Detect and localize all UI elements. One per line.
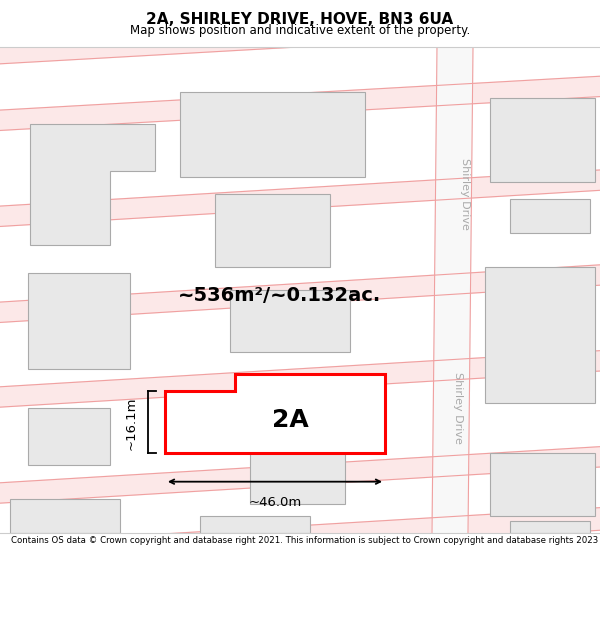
Polygon shape [0,351,600,407]
Polygon shape [490,98,595,182]
Polygon shape [0,265,600,322]
Text: ~536m²/~0.132ac.: ~536m²/~0.132ac. [178,286,382,305]
Polygon shape [30,124,155,244]
Polygon shape [0,76,600,131]
Polygon shape [0,170,600,226]
Polygon shape [230,290,350,352]
Text: 2A, SHIRLEY DRIVE, HOVE, BN3 6UA: 2A, SHIRLEY DRIVE, HOVE, BN3 6UA [146,12,454,27]
Polygon shape [0,508,600,566]
Polygon shape [215,194,330,267]
Polygon shape [432,47,473,532]
Polygon shape [28,272,130,369]
Polygon shape [0,8,600,64]
Text: Contains OS data © Crown copyright and database right 2021. This information is : Contains OS data © Crown copyright and d… [11,536,600,545]
Polygon shape [250,454,345,504]
Polygon shape [10,499,120,532]
Polygon shape [180,92,365,177]
Text: Map shows position and indicative extent of the property.: Map shows position and indicative extent… [130,24,470,36]
Polygon shape [165,374,385,454]
Polygon shape [200,516,310,532]
Text: Shirley Drive: Shirley Drive [453,372,463,444]
Text: 2A: 2A [272,408,308,432]
Polygon shape [0,447,600,503]
Text: ~16.1m: ~16.1m [125,396,138,450]
Polygon shape [485,267,595,402]
Polygon shape [490,454,595,516]
Text: Shirley Drive: Shirley Drive [460,158,470,229]
Polygon shape [510,521,590,532]
Text: ~46.0m: ~46.0m [248,496,302,509]
Polygon shape [510,199,590,233]
Polygon shape [28,408,110,465]
